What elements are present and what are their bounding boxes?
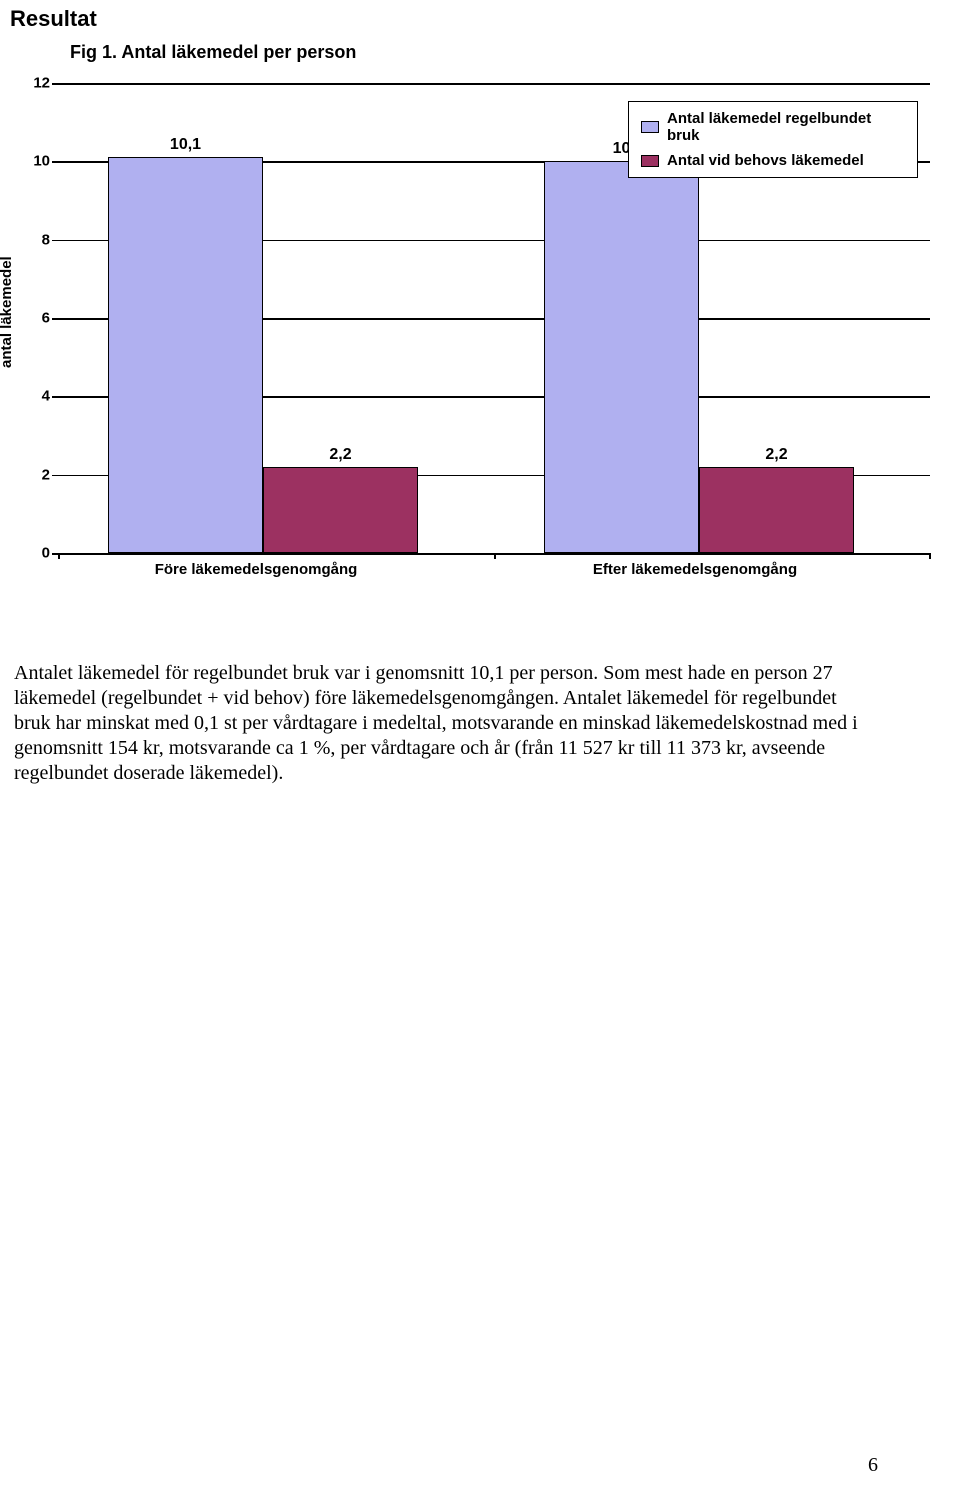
y-tick-label: 2 — [42, 466, 50, 483]
y-tick-label: 4 — [42, 388, 50, 405]
bar: 2,2 — [263, 467, 418, 553]
y-tick — [52, 475, 58, 477]
bar: 2,2 — [699, 467, 854, 553]
gridline — [58, 83, 930, 85]
bar-value-label: 10,1 — [170, 136, 201, 154]
bar: 10,1 — [108, 157, 263, 553]
legend-label: Antal läkemedel regelbundet bruk — [667, 110, 905, 144]
legend: Antal läkemedel regelbundet bruk Antal v… — [628, 101, 918, 178]
x-axis-label: Före läkemedelsgenomgång — [106, 561, 406, 578]
y-tick — [52, 396, 58, 398]
body-paragraph: Antalet läkemedel för regelbundet bruk v… — [0, 633, 960, 786]
y-tick — [52, 83, 58, 85]
legend-item: Antal vid behovs läkemedel — [641, 152, 905, 169]
legend-swatch — [641, 121, 659, 133]
figure-title: Fig 1. Antal läkemedel per person — [0, 32, 960, 63]
y-tick-label: 10 — [33, 153, 50, 170]
x-axis-label: Efter läkemedelsgenomgång — [545, 561, 845, 578]
y-tick-label: 0 — [42, 545, 50, 562]
chart: antal läkemedel 02468101210,12,2102,2 An… — [0, 83, 940, 633]
y-axis-label: antal läkemedel — [0, 256, 15, 368]
y-tick — [52, 318, 58, 320]
legend-item: Antal läkemedel regelbundet bruk — [641, 110, 905, 144]
y-tick-label: 6 — [42, 310, 50, 327]
bar: 10 — [544, 161, 699, 553]
page-number: 6 — [868, 1454, 878, 1477]
y-tick — [52, 161, 58, 163]
x-tick — [929, 553, 931, 559]
bar-value-label: 2,2 — [765, 446, 787, 464]
legend-swatch — [641, 155, 659, 167]
y-tick-label: 8 — [42, 231, 50, 248]
section-title: Resultat — [0, 0, 960, 32]
bar-value-label: 2,2 — [329, 446, 351, 464]
x-tick — [494, 553, 496, 559]
x-tick — [58, 553, 60, 559]
legend-label: Antal vid behovs läkemedel — [667, 152, 864, 169]
y-tick — [52, 240, 58, 242]
y-tick-label: 12 — [33, 75, 50, 92]
